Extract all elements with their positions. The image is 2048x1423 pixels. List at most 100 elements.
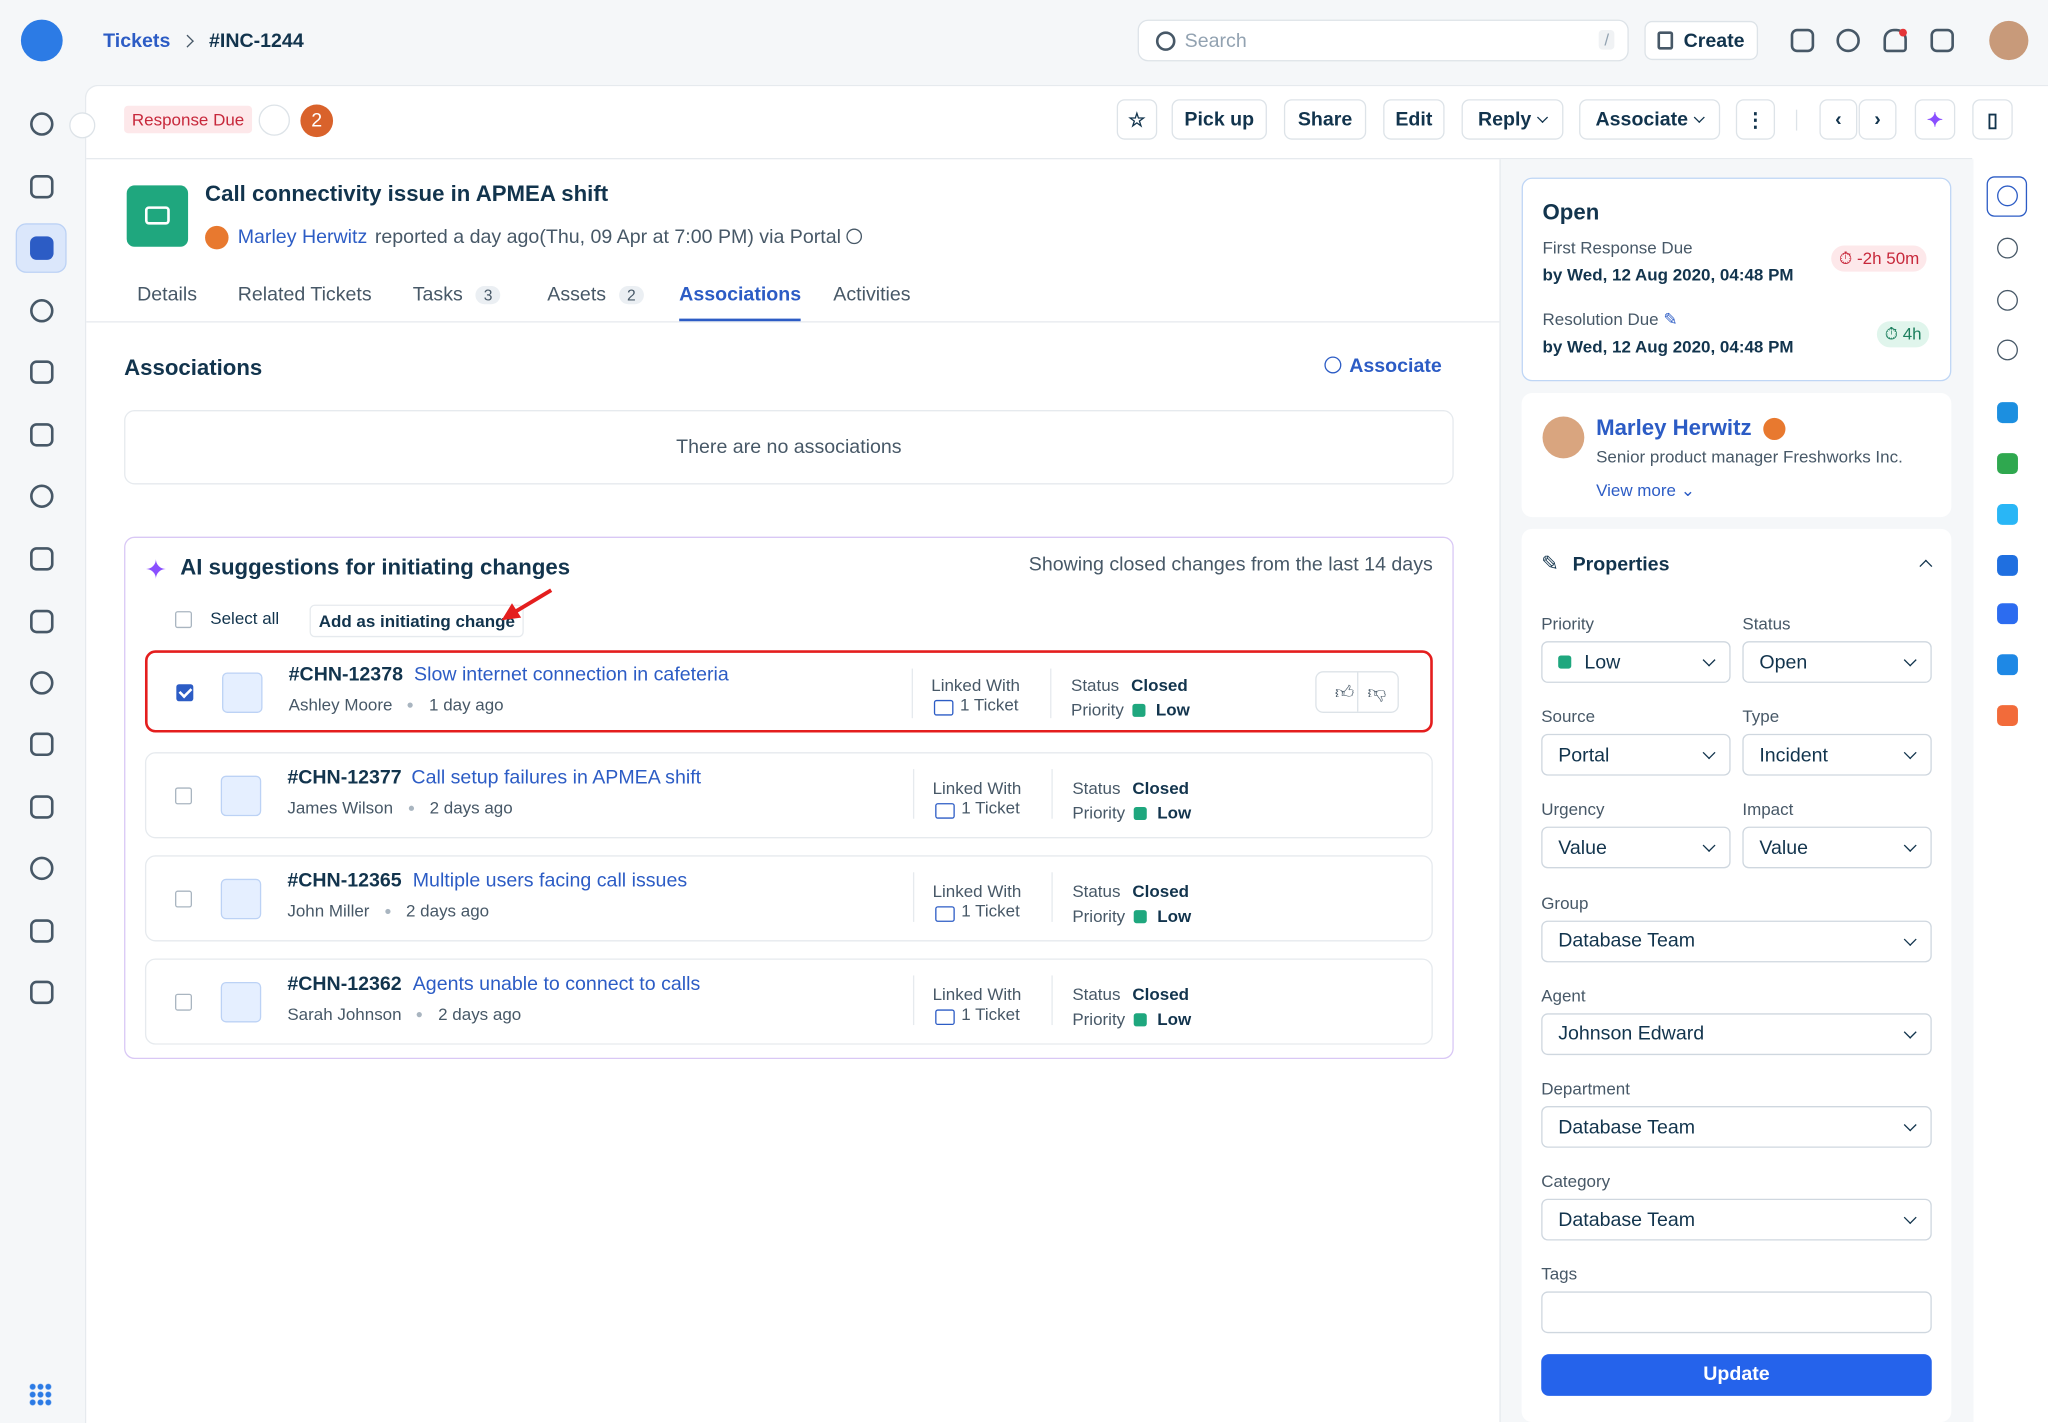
- nav-icon[interactable]: [30, 360, 54, 384]
- panel-button[interactable]: ▯: [1972, 99, 2013, 140]
- select-all-checkbox[interactable]: [175, 611, 192, 629]
- contact-name[interactable]: Marley Herwitz: [1596, 415, 1752, 441]
- nav-icon[interactable]: [30, 919, 54, 943]
- toolbar-button[interactable]: Reply: [1461, 99, 1564, 140]
- nav-icon[interactable]: [30, 732, 54, 757]
- toolbar-button[interactable]: Associate: [1579, 99, 1721, 140]
- field-select[interactable]: Low: [1541, 641, 1731, 683]
- nav-icon[interactable]: [30, 299, 54, 323]
- field-select[interactable]: Portal: [1541, 734, 1731, 776]
- suggestion-checkbox[interactable]: [175, 993, 192, 1011]
- rail-icon[interactable]: [1997, 654, 2018, 676]
- field-select[interactable]: Database Team: [1541, 1106, 1932, 1148]
- field-select[interactable]: Incident: [1742, 734, 1932, 776]
- nav-icon[interactable]: [30, 484, 54, 508]
- rail-icon[interactable]: [1997, 185, 2018, 207]
- field-label: Category: [1541, 1171, 1611, 1192]
- rail-icon[interactable]: [1997, 339, 2018, 361]
- nav-icon[interactable]: [30, 423, 54, 447]
- thumbs-up[interactable]: 👍︎: [1334, 681, 1354, 703]
- field-select[interactable]: Value: [1742, 827, 1932, 869]
- tab-count: 2: [619, 285, 644, 305]
- field-select[interactable]: Johnson Edward: [1541, 1013, 1932, 1055]
- nav-icon[interactable]: [30, 174, 54, 199]
- store-icon[interactable]: [1930, 28, 1954, 53]
- change-id: #CHN-12362: [287, 972, 402, 996]
- change-title[interactable]: Call setup failures in APMEA shift: [411, 766, 702, 789]
- change-id: #CHN-12365: [287, 869, 402, 892]
- toolbar-button[interactable]: Pick up: [1171, 99, 1267, 140]
- toolbar-button[interactable]: Share: [1283, 99, 1367, 140]
- thumbs-down[interactable]: 👎︎: [1367, 681, 1387, 703]
- suggestion-checkbox[interactable]: [175, 890, 192, 908]
- tab[interactable]: Associations: [679, 283, 802, 322]
- suggestion-checkbox[interactable]: [176, 684, 194, 702]
- logo[interactable]: [20, 19, 63, 62]
- requester-name[interactable]: Marley Herwitz: [237, 225, 368, 249]
- nav-icon[interactable]: [30, 112, 54, 136]
- ai-button[interactable]: ✦: [1914, 99, 1956, 140]
- tab-label: Related Tickets: [237, 283, 372, 306]
- change-title[interactable]: Slow internet connection in cafeteria: [414, 663, 729, 686]
- button-label: Edit: [1395, 108, 1433, 131]
- nav-icon[interactable]: [30, 671, 54, 695]
- apps-grid[interactable]: [28, 1382, 53, 1407]
- tab[interactable]: Assets 2: [547, 283, 644, 306]
- nav-icon[interactable]: [30, 795, 54, 819]
- rail-icon[interactable]: [1997, 504, 2018, 525]
- update-button[interactable]: Update: [1541, 1354, 1932, 1396]
- globe-icon: [846, 228, 863, 245]
- nav-icon[interactable]: [1790, 28, 1815, 53]
- tags-input[interactable]: [1541, 1291, 1932, 1334]
- breadcrumb-link[interactable]: Tickets: [103, 30, 171, 53]
- nav-icon[interactable]: [30, 609, 54, 634]
- nav-toggle[interactable]: [69, 112, 96, 139]
- edit-icon[interactable]: ✎: [1663, 309, 1678, 330]
- watch-icon[interactable]: [258, 104, 290, 136]
- rail-icon[interactable]: [1997, 237, 2018, 259]
- field-value: Open: [1759, 650, 1808, 674]
- toolbar-button[interactable]: Edit: [1383, 99, 1445, 140]
- search[interactable]: Search /: [1137, 19, 1629, 62]
- rail-icon[interactable]: [1997, 402, 2018, 424]
- help-icon[interactable]: [1836, 28, 1860, 53]
- rail-icon[interactable]: [1997, 289, 2018, 311]
- resolution-label: Resolution Due ✎: [1543, 309, 1678, 330]
- ticket-icon-glyph: [144, 206, 170, 225]
- more-button[interactable]: ⋮: [1735, 99, 1776, 140]
- add-initiating-button[interactable]: Add as initiating change: [309, 604, 525, 638]
- nav-icon[interactable]: [30, 980, 54, 1005]
- nav-icon[interactable]: [30, 856, 54, 881]
- status-label: Status: [1072, 984, 1121, 1005]
- avatar[interactable]: [1989, 20, 2029, 61]
- tab[interactable]: Tasks 3: [413, 283, 501, 306]
- watchers-count[interactable]: 2: [300, 104, 334, 138]
- toolbar-divider: [86, 158, 1973, 160]
- field-select[interactable]: Database Team: [1541, 920, 1932, 962]
- nav-icon[interactable]: [30, 236, 54, 260]
- rail-icon[interactable]: [1997, 603, 2018, 625]
- associate-link[interactable]: Associate: [1324, 355, 1442, 377]
- field-select[interactable]: Database Team: [1541, 1198, 1932, 1241]
- breadcrumb-current: #INC-1244: [208, 30, 304, 53]
- change-title[interactable]: Multiple users facing call issues: [412, 869, 688, 892]
- rail-icon[interactable]: [1997, 554, 2018, 576]
- bell-icon[interactable]: [1883, 28, 1907, 53]
- create-button[interactable]: Create: [1644, 20, 1759, 61]
- author: John Miller: [287, 901, 370, 921]
- star-button[interactable]: ☆: [1116, 99, 1158, 140]
- rail-icon[interactable]: [1997, 705, 2018, 727]
- change-title[interactable]: Agents unable to connect to calls: [412, 972, 701, 996]
- tab[interactable]: Related Tickets: [238, 283, 372, 305]
- tab[interactable]: Activities: [833, 283, 910, 305]
- next-button[interactable]: ›: [1858, 99, 1897, 140]
- rail-icon[interactable]: [1997, 453, 2018, 475]
- prev-button[interactable]: ‹: [1819, 99, 1858, 140]
- field-select[interactable]: Value: [1541, 827, 1731, 869]
- tab[interactable]: Details: [137, 283, 197, 305]
- field-select[interactable]: Open: [1742, 641, 1932, 683]
- suggestion-checkbox[interactable]: [175, 787, 192, 805]
- view-more[interactable]: View more ⌄: [1596, 480, 1695, 501]
- nav-icon[interactable]: [30, 547, 54, 571]
